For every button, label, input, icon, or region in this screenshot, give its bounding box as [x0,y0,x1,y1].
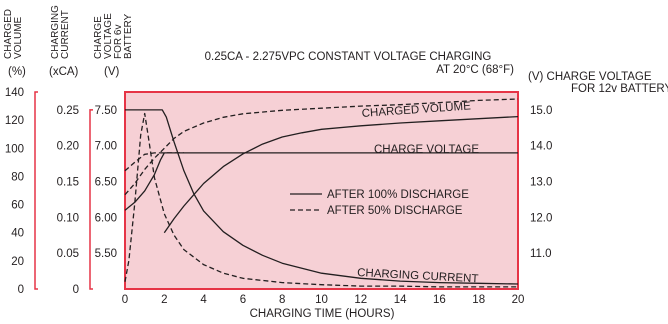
chart-title: 0.25CA - 2.275VPC CONSTANT VOLTAGE CHARG… [205,51,492,63]
chart-subtitle: AT 20°C (68°F) [436,64,514,76]
voltage_6v-tick-label-4: 7.50 [95,105,117,117]
voltage-12v-axis-header-line-1: (V) CHARGE VOLTAGE [528,71,652,83]
volume-tick-label-6: 120 [5,115,24,127]
volume-tick-label-7: 140 [5,87,24,99]
voltage_6v-tick-label-0: 5.50 [95,248,117,260]
tick-labels: 0 2 4 6 8 10 12 14 16 18 20 0 20 40 60 80 100 120 140 0 0.05… [5,87,553,306]
volume-axis-rule [34,91,38,290]
voltage-12v-tick-label-2: 13.0 [530,177,552,189]
charge-voltage-label: CHARGE VOLTAGE [374,144,479,156]
series-current-50-discharge [124,112,518,288]
current-tick-label-2: 0.10 [57,212,79,224]
legend-item-100-discharge: AFTER 100% DISCHARGE [327,189,469,201]
volume-axis-unit: (%) [8,66,26,78]
voltage-6v-axis-header-line-3: FOR 6v [113,25,124,59]
x-tick-label-4: 8 [279,294,285,306]
series-voltage-100-discharge [124,152,518,211]
voltage-12v-tick-label-4: 15.0 [530,105,552,117]
voltage-6v-axis-header-line-1: CHARGE [93,16,104,59]
plot-area [124,91,519,290]
voltage_6v-tick-label-3: 7.00 [95,141,117,153]
current-tick-label-5: 0.25 [57,105,79,117]
volume-tick-label-4: 80 [11,171,24,183]
x-tick-label-2: 4 [200,294,207,306]
voltage-12v-tick-label-3: 14.0 [530,141,552,153]
current-tick-label-1: 0.05 [57,248,79,260]
series-volume-50-discharge [124,98,519,196]
x-tick-label-9: 18 [472,294,485,306]
x-tick-label-1: 2 [161,294,167,306]
current-axis-rule [89,109,93,290]
current-axis-header-line-2: CURRENT [60,10,71,59]
volume-tick-label-0: 0 [18,284,24,296]
x-tick-label-5: 10 [315,294,328,306]
volume-axis-header-line-2: VOLUME [13,16,24,59]
voltage_6v-tick-label-2: 6.50 [95,177,117,189]
voltage-12v-tick-label-1: 12.0 [530,212,552,224]
volume-tick-label-3: 60 [11,200,24,212]
series-current-100-discharge [125,109,519,285]
chart-series [124,98,519,288]
series-voltage-50-discharge [124,152,184,172]
volume-tick-label-1: 20 [11,256,24,268]
current-tick-label-0: 0 [73,284,79,296]
volume-axis-header: CHARGED VOLUME [3,9,24,59]
voltage-12v-axis-header-line-2: FOR 12v BATTERY [571,83,668,95]
x-tick-label-8: 16 [433,294,446,306]
current-tick-label-3: 0.15 [57,177,79,189]
current-axis-header: CHARGING CURRENT [50,5,71,59]
current-tick-label-4: 0.20 [57,141,79,153]
x-tick-label-7: 14 [394,294,407,306]
voltage_6v-tick-label-1: 6.00 [95,212,117,224]
x-tick-label-10: 20 [512,294,525,306]
volume-tick-label-2: 40 [11,228,24,240]
voltage-6v-axis-unit: (V) [104,66,120,78]
x-tick-label-0: 0 [122,294,128,306]
legend-item-50-discharge: AFTER 50% DISCHARGE [327,205,463,217]
legend: AFTER 100% DISCHARGE AFTER 50% DISCHARGE [290,189,469,217]
volume-tick-label-5: 100 [5,143,24,155]
axis-rules [34,91,93,290]
voltage-6v-axis-header-line-4: BATTERY [123,13,134,59]
current-axis-unit: (xCA) [49,66,79,78]
series-volume-100-discharge [163,115,519,234]
voltage-6v-axis-header-line-2: VOLTAGE [103,13,114,59]
x-tick-label-6: 12 [354,294,367,306]
voltage-12v-tick-label-0: 11.0 [530,248,552,260]
volume-axis-header-line-1: CHARGED [3,9,14,59]
current-axis-header-line-1: CHARGING [50,5,61,59]
x-axis-label: CHARGING TIME (HOURS) [250,308,395,320]
voltage-6v-axis-header: CHARGE VOLTAGE FOR 6v BATTERY [93,13,134,59]
x-tick-label-3: 6 [240,294,246,306]
